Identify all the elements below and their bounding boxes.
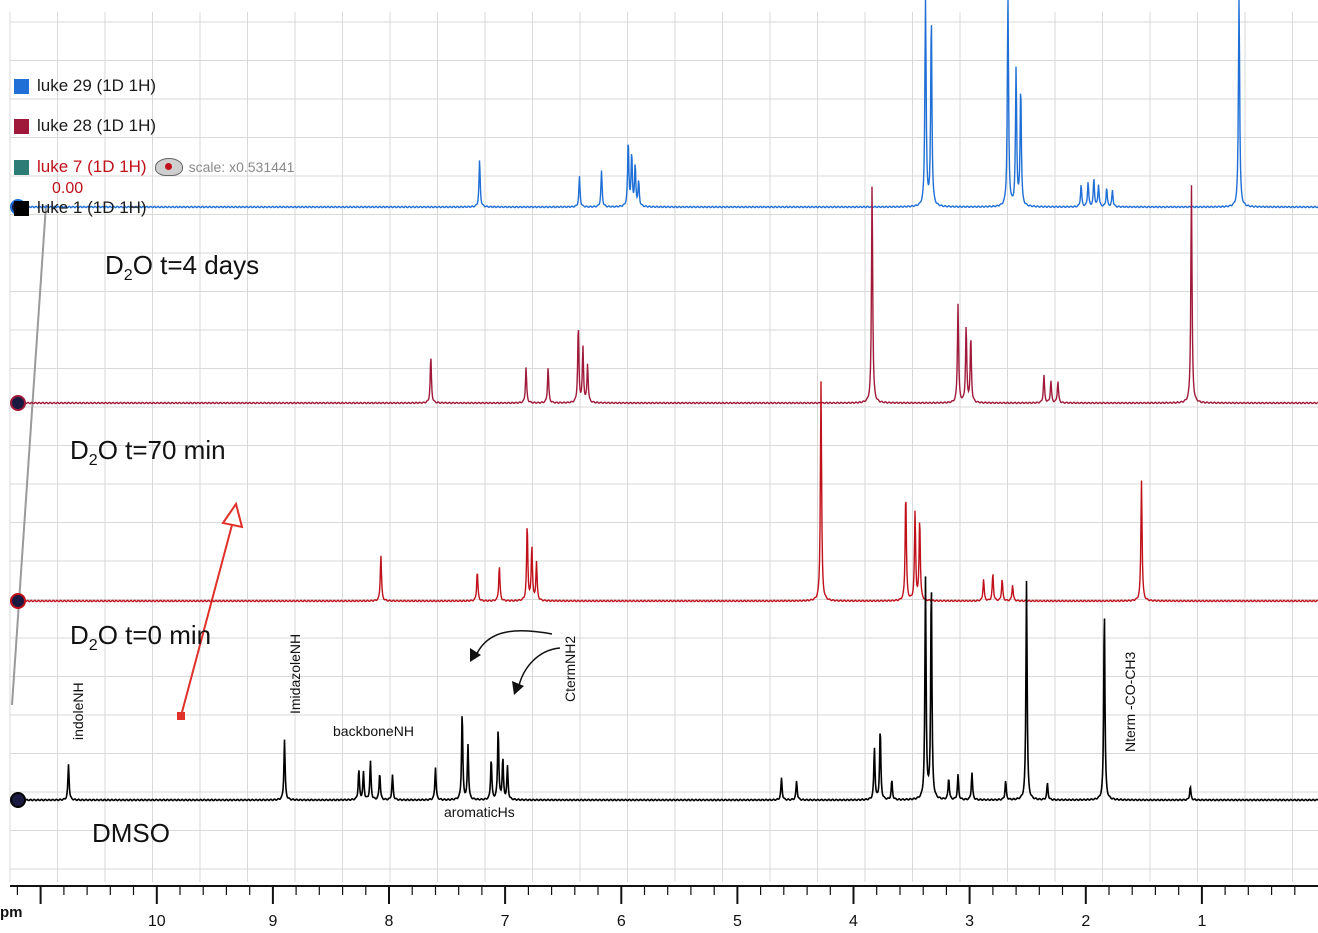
legend-swatch-luke28 — [14, 118, 29, 134]
legend-label-luke28: luke 28 (1D 1H) — [37, 116, 157, 135]
legend-swatch-luke29 — [14, 78, 29, 94]
annotation-indole-nh: indoleNH — [70, 682, 86, 740]
trace-offset-handle[interactable] — [10, 792, 26, 808]
cterm-arrow-1 — [474, 629, 553, 659]
cterm-arrowhead-1 — [470, 648, 481, 662]
offset-drag-arrow[interactable] — [180, 509, 237, 717]
axis-tick-label: 5 — [733, 913, 742, 930]
legend-item-luke7[interactable]: luke 7 (1D 1H) scale: x0.531441 — [14, 157, 294, 177]
axis-tick-label: 6 — [617, 913, 626, 930]
axis-tick-label: 7 — [501, 913, 510, 930]
annotation-cterm-nh2: CtermNH2 — [562, 635, 578, 702]
annotation-nterm-acetyl: Nterm -CO-CH3 — [1122, 651, 1138, 752]
spectrum-trace — [11, 185, 1318, 405]
axis-tick-label: 4 — [849, 913, 858, 930]
legend-scale-luke7: scale: x0.531441 — [188, 159, 295, 175]
cterm-arrow-2 — [517, 647, 561, 691]
spectrum-trace — [11, 576, 1318, 802]
axis-unit-label: pm — [0, 904, 23, 921]
eye-icon[interactable] — [154, 158, 183, 176]
spectrum-trace — [11, 0, 1318, 209]
condition-label-0-min: D2O t=0 min — [70, 620, 212, 655]
legend-swatch-luke7 — [14, 159, 29, 175]
condition-label-70-min: D2O t=70 min — [70, 435, 226, 470]
axis-tick-label: 8 — [385, 913, 394, 930]
legend-item-luke28[interactable]: luke 28 (1D 1H) — [14, 116, 156, 136]
trace-offset-handle[interactable] — [10, 395, 26, 411]
offset-drag-handle[interactable] — [177, 712, 185, 720]
grid — [9, 12, 1318, 882]
ppm-axis: 10 9 8 7 6 5 4 3 2 1 — [0, 883, 1318, 933]
spectrum-trace — [11, 381, 1318, 603]
spectra — [11, 0, 1318, 802]
legend-label-luke1: luke 1 (1D 1H) — [37, 198, 147, 217]
offset-value-label: 0.00 — [52, 180, 84, 197]
trace-offset-handle[interactable] — [10, 593, 26, 609]
axis-tick-label: 9 — [268, 913, 277, 930]
offset-guide-line — [11, 204, 47, 706]
legend-label-luke29: luke 29 (1D 1H) — [37, 76, 157, 95]
offset-drag-arrowhead — [221, 501, 244, 529]
annotation-aromatic-hs: aromaticHs — [444, 804, 515, 820]
condition-label-dmso: DMSO — [92, 818, 170, 848]
legend-item-luke29[interactable]: luke 29 (1D 1H) — [14, 76, 156, 96]
annotation-imidazole-nh: ImidazoleNH — [287, 633, 303, 714]
axis-tick-label: 10 — [148, 913, 166, 930]
axis-background — [0, 883, 1318, 933]
condition-label-4-days: D2O t=4 days — [105, 250, 260, 285]
legend-item-luke1[interactable]: luke 1 (1D 1H) — [14, 198, 147, 218]
annotation-graphics — [11, 204, 561, 720]
cterm-arrowhead-2 — [512, 681, 524, 695]
legend-swatch-luke1 — [14, 200, 29, 216]
annotation-backbone-nh: backboneNH — [333, 723, 414, 739]
legend-label-luke7: luke 7 (1D 1H) — [37, 157, 147, 176]
axis-tick-label: 3 — [965, 913, 974, 930]
axis-tick-label: 2 — [1081, 913, 1090, 930]
axis-tick-label: 1 — [1197, 913, 1206, 930]
